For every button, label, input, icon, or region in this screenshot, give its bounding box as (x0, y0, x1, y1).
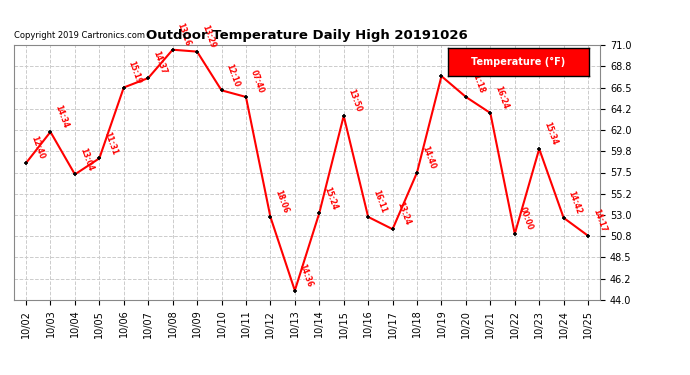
Text: 13:29: 13:29 (200, 24, 217, 49)
Text: Copyright 2019 Cartronics.com: Copyright 2019 Cartronics.com (14, 31, 145, 40)
Text: 16:11: 16:11 (371, 189, 388, 214)
Point (460, 94, 471, 100)
Point (509, 231, 520, 237)
Point (485, 110, 496, 116)
Text: 14:37: 14:37 (151, 50, 168, 76)
Text: 14:17: 14:17 (591, 207, 608, 233)
Text: 11:18: 11:18 (469, 69, 486, 94)
Point (387, 226, 398, 232)
Text: 12:10: 12:10 (224, 62, 241, 88)
Point (70, 171, 81, 177)
Point (338, 113, 349, 119)
Text: 13:50: 13:50 (346, 88, 364, 114)
Point (582, 233, 593, 239)
Text: 13:16: 13:16 (175, 22, 193, 47)
Point (363, 214, 374, 220)
Point (45, 129, 56, 135)
Text: 12:40: 12:40 (29, 135, 46, 161)
Point (192, 49, 203, 55)
Point (240, 94, 251, 100)
Text: 14:36: 14:36 (298, 262, 315, 288)
Text: 15:19: 15:19 (127, 60, 144, 85)
Text: 13:04: 13:04 (78, 146, 95, 172)
Text: 13:52: 13:52 (444, 48, 461, 74)
Text: 18:06: 18:06 (273, 189, 290, 214)
Point (21, 160, 32, 166)
Point (558, 215, 569, 221)
Text: 13:24: 13:24 (395, 201, 412, 227)
Point (216, 87, 227, 93)
Text: 11:31: 11:31 (102, 130, 119, 156)
Point (436, 73, 447, 79)
Point (289, 288, 300, 294)
Point (533, 146, 544, 152)
Point (411, 170, 422, 176)
Text: 16:24: 16:24 (493, 85, 510, 111)
Point (167, 47, 178, 53)
Text: 14:42: 14:42 (566, 190, 583, 216)
Text: 14:34: 14:34 (53, 104, 70, 129)
Point (314, 210, 325, 216)
Text: 07:40: 07:40 (249, 69, 266, 94)
Title: Outdoor Temperature Daily High 20191026: Outdoor Temperature Daily High 20191026 (146, 30, 468, 42)
Point (143, 75, 154, 81)
Point (265, 214, 276, 220)
Point (118, 84, 129, 90)
Text: 00:00: 00:00 (518, 206, 535, 231)
Text: 15:24: 15:24 (322, 185, 339, 211)
Point (94, 155, 105, 161)
Text: 15:34: 15:34 (542, 121, 559, 147)
Text: 14:40: 14:40 (420, 144, 437, 170)
